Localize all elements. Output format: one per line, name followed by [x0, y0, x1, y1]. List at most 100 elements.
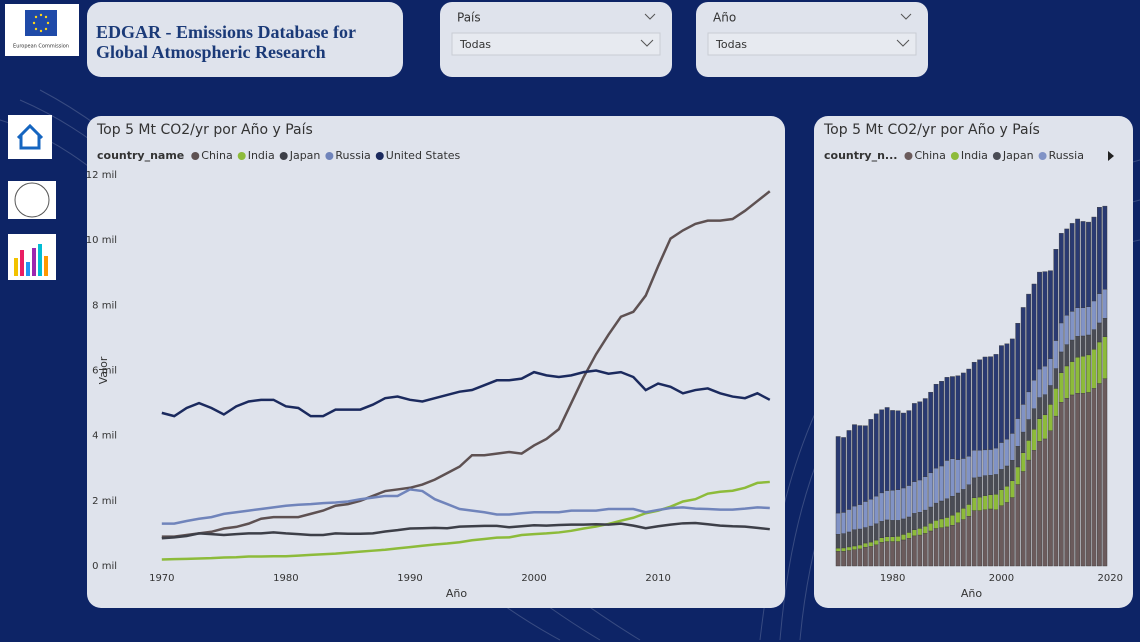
bar-segment — [862, 527, 868, 544]
bar-segment — [966, 455, 972, 485]
filter-label: Año — [713, 11, 736, 25]
bar-segment — [944, 498, 950, 518]
chevron — [644, 13, 656, 20]
bar-segment — [955, 511, 961, 524]
filter-label: País — [457, 11, 481, 25]
y-tick-label: 2 mil — [92, 496, 117, 507]
bar-segment — [879, 537, 885, 543]
bar-segment — [1031, 283, 1037, 381]
y-tick-label: 4 mil — [92, 431, 117, 442]
bar-segment — [944, 517, 950, 528]
bar-segment — [1031, 450, 1037, 567]
filter-dropdown[interactable] — [707, 32, 917, 56]
bar-segment — [917, 512, 923, 529]
bar-segment — [928, 530, 934, 567]
legend-scroll-arrow[interactable] — [1108, 151, 1114, 161]
bar-segment — [906, 485, 912, 518]
bar-segment — [852, 545, 857, 550]
bar-segment — [928, 391, 934, 474]
bar-segment — [846, 531, 852, 548]
bar-segment — [857, 528, 863, 546]
bar-segment — [1048, 430, 1053, 567]
legend-label: China — [914, 149, 945, 162]
legend-label: Japan — [1002, 149, 1034, 162]
y-tick-label: 0 mil — [92, 561, 117, 572]
bar-segment — [1031, 408, 1037, 430]
legend-swatch — [992, 152, 1001, 160]
bar-segment — [862, 547, 868, 567]
legend-swatch — [1038, 152, 1047, 160]
bar-segment — [1026, 440, 1032, 461]
bar-segment — [1037, 368, 1042, 398]
bar-segment — [1097, 207, 1102, 294]
bar-segment — [1080, 393, 1086, 567]
bar-segment — [879, 492, 885, 522]
x-tick-label: 2000 — [989, 573, 1014, 584]
eu-stars — [32, 13, 50, 33]
bar-segment — [988, 449, 993, 476]
bar-segment — [901, 487, 906, 520]
bar-segment — [868, 499, 874, 527]
x-tick-label: 1970 — [149, 573, 174, 584]
bar-segment — [862, 542, 868, 548]
bar-segment — [895, 410, 901, 490]
bar-segment — [993, 494, 999, 510]
bar-segment — [1069, 311, 1075, 341]
bar-segment — [857, 425, 863, 505]
bar-segment — [1102, 289, 1108, 319]
filter-dropdown[interactable] — [451, 32, 661, 56]
bar-segment — [1097, 341, 1102, 384]
legend-label: Japan — [289, 149, 321, 162]
bar-segment — [982, 475, 988, 496]
bar-segment — [911, 535, 917, 567]
bar-segment — [1091, 388, 1097, 567]
bar-segment — [1102, 205, 1108, 290]
bar-segment — [906, 532, 912, 539]
line-series — [161, 369, 771, 418]
home-button[interactable] — [8, 115, 52, 159]
chart-title: Top 5 Mt CO2/yr por Año y País — [823, 122, 1040, 138]
legend-swatch — [191, 152, 200, 160]
bar-segment — [971, 449, 977, 479]
bar-segment — [906, 516, 912, 533]
bar-segment — [1069, 339, 1075, 362]
bar-segment — [1064, 315, 1070, 345]
line-series — [161, 521, 770, 540]
x-axis-label: Año — [961, 587, 982, 600]
header-card — [87, 2, 403, 77]
bar-segment — [868, 419, 874, 500]
x-tick-label: 1990 — [397, 573, 422, 584]
bar-segment — [928, 472, 934, 508]
bar-segment — [955, 522, 961, 567]
bar-segment — [917, 401, 923, 481]
bar-segment — [950, 376, 955, 460]
bar-segment — [999, 345, 1004, 443]
bar-segment — [1015, 323, 1021, 419]
bar-segment — [982, 495, 988, 510]
legend-label: United States — [386, 149, 461, 162]
legend-label: India — [961, 149, 988, 162]
bar-segment — [857, 504, 863, 530]
header-title: EDGAR - Emissions Database for Global At… — [96, 22, 356, 62]
bar-segment — [835, 534, 841, 549]
bar-segment — [1020, 307, 1026, 405]
bar-segment — [895, 536, 901, 542]
bar-segment — [1058, 351, 1064, 373]
bar-segment — [846, 509, 852, 533]
bar-segment — [879, 409, 885, 494]
chart-card — [87, 116, 785, 608]
bar-segment — [1086, 306, 1091, 336]
bar-segment — [852, 549, 857, 567]
bar-segment — [1020, 471, 1026, 567]
bar-segment — [950, 496, 955, 516]
chart-icon — [14, 244, 48, 276]
bar-segment — [1004, 485, 1010, 503]
bar-segment — [922, 526, 928, 534]
bar-segment — [1020, 431, 1026, 453]
globe-button[interactable] — [8, 181, 56, 219]
bar-segment — [1009, 433, 1015, 461]
header-title-box: EDGAR - Emissions Database for Global At… — [96, 22, 356, 62]
bar-segment — [977, 476, 983, 498]
bar-segment — [988, 475, 993, 495]
bar-segment — [944, 377, 950, 461]
